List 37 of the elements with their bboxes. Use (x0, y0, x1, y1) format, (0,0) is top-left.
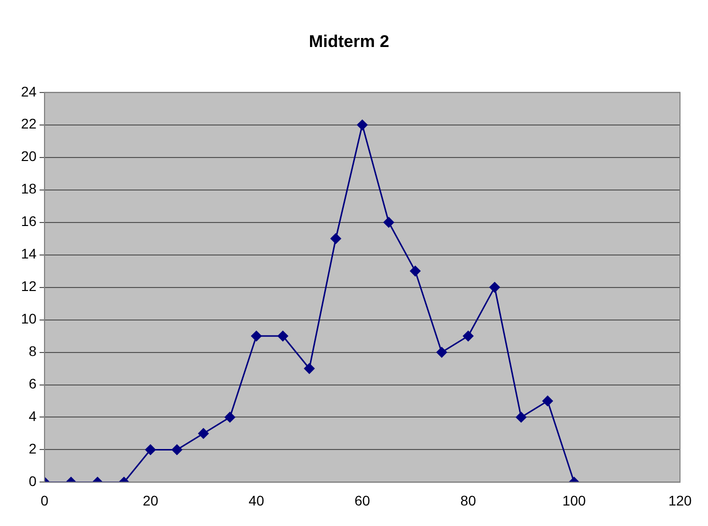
y-tick-label: 4 (28, 408, 37, 424)
y-tick-label: 2 (28, 440, 37, 457)
x-tick-label: 0 (40, 492, 49, 508)
point (489, 282, 500, 293)
point (330, 233, 342, 244)
point (516, 412, 526, 422)
y-tick-label: 10 (20, 310, 37, 327)
y-tick-label: 24 (20, 83, 37, 100)
point (278, 330, 288, 342)
point (357, 120, 368, 130)
y-tick-label: 12 (20, 278, 37, 294)
x-tick-label: 100 (562, 492, 586, 508)
y-tick-label: 18 (20, 180, 37, 197)
point (145, 444, 156, 455)
y-tick-label: 6 (28, 376, 37, 392)
point (224, 412, 236, 422)
y-tick-label: 22 (20, 116, 37, 132)
x-tick-label: 60 (354, 492, 370, 508)
x-tick-label: 80 (460, 492, 476, 508)
x-tick-label: 20 (142, 492, 158, 508)
x-tick-label: 120 (668, 492, 692, 508)
x-tick-label: 40 (248, 492, 264, 508)
point (251, 330, 262, 342)
point (436, 347, 447, 358)
point (198, 428, 209, 439)
y-tick-label: 8 (28, 343, 37, 360)
point (462, 330, 474, 342)
y-tick-label: 20 (20, 148, 37, 164)
point (410, 266, 420, 276)
point (542, 396, 553, 406)
point (384, 217, 394, 228)
y-tick-label: 16 (20, 213, 37, 230)
point (304, 363, 315, 374)
y-tick-label: 0 (28, 473, 37, 490)
chart-title: Midterm 2 (308, 32, 390, 51)
point (172, 444, 182, 455)
y-tick-label: 14 (20, 246, 37, 262)
